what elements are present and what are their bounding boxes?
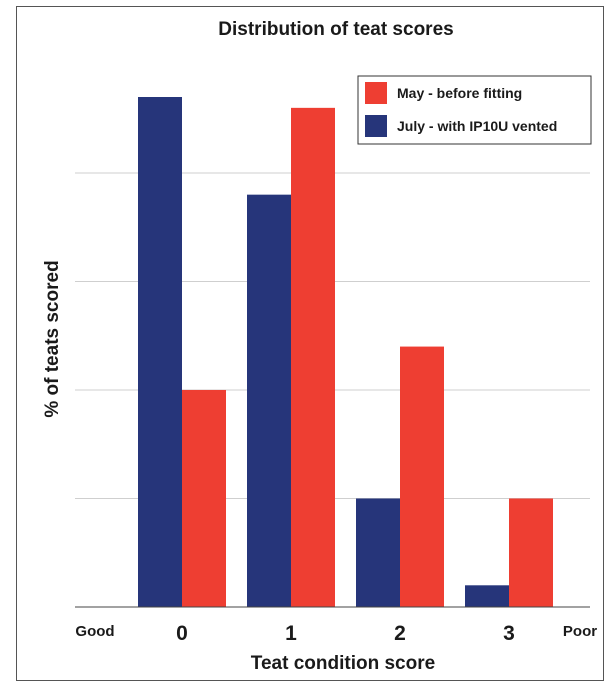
legend-items: May - before fitting July - with IP10U ve… <box>365 82 557 137</box>
x-axis-right-end-label: Poor <box>563 623 597 640</box>
bar-may-score-0 <box>182 389 226 607</box>
bar-may-score-3 <box>509 498 553 607</box>
x-axis-left-end-label: Good <box>75 623 114 640</box>
x-axis-label: Teat condition score <box>251 653 435 674</box>
x-tick-label-3: 3 <box>503 622 515 645</box>
legend-swatch-1 <box>365 82 387 104</box>
x-tick-labels: 0 1 2 3 <box>176 622 515 645</box>
x-tick-label-1: 1 <box>285 622 297 645</box>
chart-title: Distribution of teat scores <box>218 19 453 40</box>
legend-box <box>357 75 592 145</box>
bar-may-score-1 <box>291 107 335 607</box>
x-tick-label-0: 0 <box>176 622 188 645</box>
legend-label-2: July - with IP10U vented <box>397 118 557 134</box>
legend-swatch-2 <box>365 115 387 137</box>
bar-may-score-2 <box>400 346 444 607</box>
legend-label-1: May - before fitting <box>397 85 522 101</box>
y-axis-label: % of teats scored <box>42 260 63 417</box>
bars <box>138 97 553 607</box>
bar-july-score-2 <box>356 498 400 607</box>
x-tick-label-2: 2 <box>394 622 406 645</box>
bar-july-score-1 <box>247 194 291 607</box>
bar-july-score-3 <box>465 585 509 607</box>
bar-july-score-0 <box>138 97 182 607</box>
legend: May - before fitting July - with IP10U ve… <box>357 75 592 145</box>
